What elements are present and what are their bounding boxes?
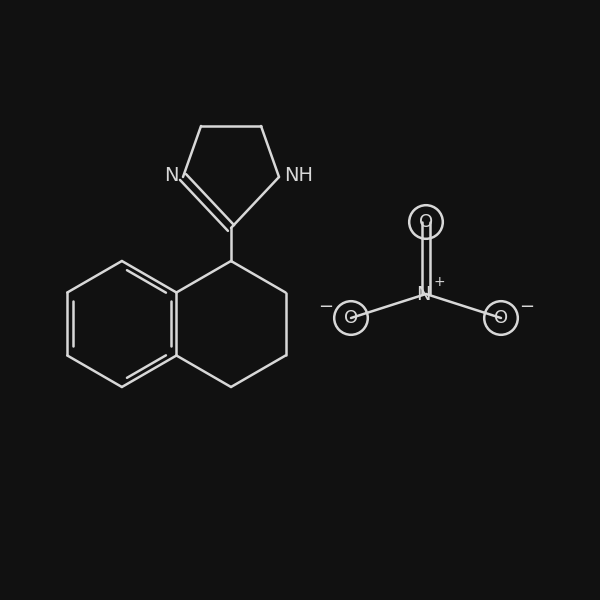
Text: −: −	[518, 298, 534, 316]
Text: O: O	[494, 309, 508, 327]
Text: O: O	[344, 309, 358, 327]
Text: −: −	[318, 298, 334, 316]
Text: N: N	[164, 166, 178, 185]
Text: NH: NH	[284, 166, 313, 185]
Text: N: N	[416, 284, 430, 304]
Text: +: +	[433, 275, 445, 289]
Text: O: O	[419, 213, 433, 231]
